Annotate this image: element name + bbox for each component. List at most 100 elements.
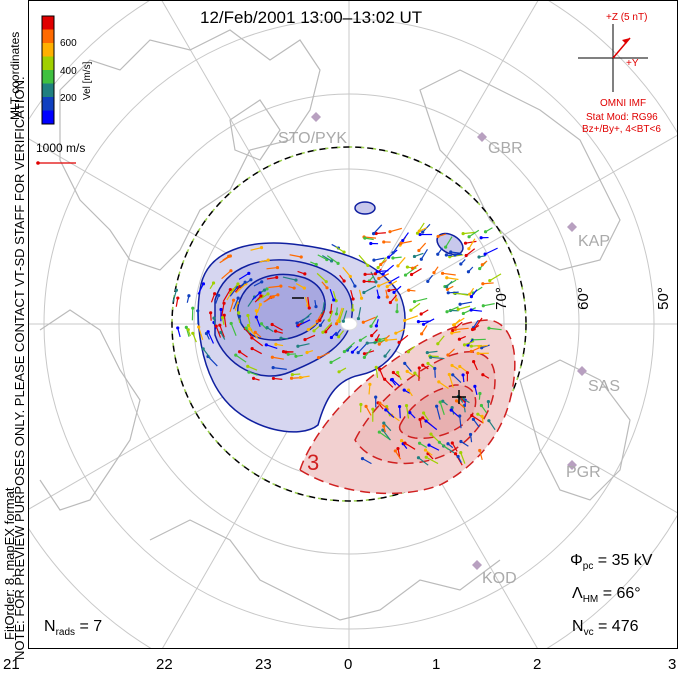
velocity-vector <box>385 409 395 418</box>
velocity-vector-origin <box>270 355 274 359</box>
velocity-vector-origin <box>418 232 422 237</box>
velocity-vector-origin <box>478 266 482 271</box>
velocity-vector <box>402 232 409 241</box>
mlt-tick-1: 1 <box>432 656 441 673</box>
velocity-vector-origin <box>481 304 485 308</box>
velocity-vector <box>384 378 394 388</box>
imf-bins: Bz+/By+, 4<BT<6 <box>582 124 661 135</box>
velocity-vector-origin <box>187 294 191 298</box>
velocity-vector <box>482 282 494 285</box>
velocity-vector <box>449 254 464 258</box>
velocity-vector-origin <box>483 252 487 256</box>
velocity-vector-origin <box>458 414 462 418</box>
velocity-vector <box>382 264 395 275</box>
velocity-vector-origin <box>336 319 340 323</box>
velocity-vector-origin <box>303 337 307 342</box>
color-bar-tick-200: 200 <box>60 93 77 104</box>
velocity-vector-origin <box>359 296 364 300</box>
velocity-vector <box>446 277 459 281</box>
velocity-vector <box>465 248 476 256</box>
velocity-vector-origin <box>381 428 385 432</box>
velocity-vector <box>397 257 406 267</box>
velocity-vector <box>362 458 372 465</box>
velocity-vector <box>411 268 422 275</box>
velocity-vector-origin <box>459 439 463 444</box>
n-vc-stat: Nvc = 476 <box>572 618 639 639</box>
velocity-vector <box>363 348 372 358</box>
velocity-vector-origin <box>476 412 480 416</box>
velocity-vector-origin <box>292 286 296 290</box>
velocity-vector-origin <box>254 315 258 319</box>
velocity-vector <box>247 365 258 371</box>
velocity-vector-origin <box>449 408 453 412</box>
velocity-vector-origin <box>444 245 448 249</box>
velocity-vector-origin <box>461 311 465 316</box>
velocity-vector-origin <box>265 326 269 330</box>
color-bar-segment <box>42 43 54 57</box>
velocity-vector-origin <box>191 306 195 310</box>
velocity-vector-origin <box>457 337 462 341</box>
velocity-vector-origin <box>302 286 306 290</box>
velocity-vector <box>317 254 328 261</box>
velocity-vector <box>438 381 449 390</box>
velocity-vector <box>425 420 438 431</box>
mlt-tick-2: 2 <box>533 656 542 673</box>
velocity-vector-origin <box>246 364 250 368</box>
velocity-vector <box>446 306 459 313</box>
velocity-vector <box>450 251 462 254</box>
velocity-vector-origin <box>266 292 270 296</box>
velocity-vector-origin <box>405 369 409 373</box>
velocity-vector <box>410 302 421 311</box>
velocity-vector <box>226 289 234 301</box>
velocity-vector-origin <box>247 370 251 374</box>
velocity-vector <box>251 348 262 355</box>
velocity-vector-origin <box>480 346 484 350</box>
velocity-vector <box>326 255 339 264</box>
n-rads-value: 7 <box>93 618 103 635</box>
velocity-vector-origin <box>461 373 465 377</box>
velocity-vector-origin <box>254 309 258 313</box>
velocity-vector-origin <box>378 367 382 371</box>
velocity-vector-origin <box>377 276 381 281</box>
velocity-vector-origin <box>446 353 450 357</box>
velocity-vector-origin <box>436 252 440 256</box>
velocity-vector <box>221 303 225 317</box>
velocity-vector-origin <box>276 293 280 297</box>
velocity-vector-origin <box>342 349 346 354</box>
velocity-vector-origin <box>387 288 391 293</box>
velocity-vector-origin <box>377 295 381 299</box>
velocity-vector-origin <box>247 327 252 331</box>
velocity-vector-origin <box>398 404 402 409</box>
velocity-vector-origin <box>403 361 407 365</box>
velocity-vector-origin <box>406 350 410 354</box>
velocity-vector-origin <box>284 350 288 354</box>
velocity-vector-origin <box>454 399 459 403</box>
velocity-vector-origin <box>375 270 379 274</box>
velocity-vector-origin <box>332 298 336 302</box>
velocity-vector-origin <box>378 401 382 405</box>
station-label-kod: KOD <box>482 570 517 587</box>
velocity-vector-origin <box>449 250 453 254</box>
velocity-vector <box>391 379 400 387</box>
velocity-vector-origin <box>478 448 482 453</box>
velocity-vector-origin <box>219 330 223 334</box>
velocity-vector-origin <box>379 262 383 267</box>
velocity-vector <box>172 290 177 303</box>
velocity-vector-origin <box>472 360 476 364</box>
velocity-vector <box>400 240 412 244</box>
velocity-vector <box>468 229 480 238</box>
velocity-vector <box>370 315 379 327</box>
velocity-vector-origin <box>417 248 421 253</box>
velocity-vector-origin <box>353 284 357 288</box>
velocity-vector-origin <box>296 344 300 348</box>
velocity-vector <box>318 352 330 359</box>
velocity-vector-origin <box>480 414 484 418</box>
map-frame <box>28 0 678 649</box>
velocity-vector-origin <box>445 310 449 314</box>
velocity-vector-origin <box>446 442 450 446</box>
velocity-vector-origin <box>253 330 257 334</box>
velocity-vector <box>255 316 261 327</box>
velocity-vector-origin <box>342 279 346 283</box>
velocity-vector <box>472 338 486 341</box>
velocity-vector-origin <box>405 265 409 269</box>
